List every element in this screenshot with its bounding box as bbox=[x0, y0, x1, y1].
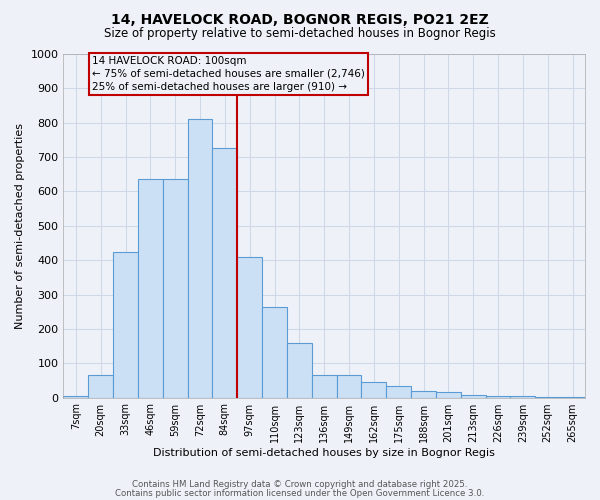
Bar bbox=[411, 390, 436, 398]
Bar bbox=[386, 386, 411, 398]
Bar bbox=[212, 148, 237, 398]
Bar bbox=[64, 396, 88, 398]
Text: 14, HAVELOCK ROAD, BOGNOR REGIS, PO21 2EZ: 14, HAVELOCK ROAD, BOGNOR REGIS, PO21 2E… bbox=[111, 12, 489, 26]
Bar bbox=[163, 180, 188, 398]
Bar bbox=[361, 382, 386, 398]
Bar bbox=[337, 376, 361, 398]
Y-axis label: Number of semi-detached properties: Number of semi-detached properties bbox=[15, 123, 25, 329]
Bar bbox=[312, 376, 337, 398]
Bar bbox=[485, 396, 511, 398]
Bar bbox=[262, 306, 287, 398]
Bar bbox=[461, 395, 485, 398]
Text: Contains public sector information licensed under the Open Government Licence 3.: Contains public sector information licen… bbox=[115, 488, 485, 498]
Bar bbox=[511, 396, 535, 398]
Text: 14 HAVELOCK ROAD: 100sqm
← 75% of semi-detached houses are smaller (2,746)
25% o: 14 HAVELOCK ROAD: 100sqm ← 75% of semi-d… bbox=[92, 56, 365, 92]
Bar bbox=[535, 397, 560, 398]
Bar bbox=[88, 376, 113, 398]
Text: Contains HM Land Registry data © Crown copyright and database right 2025.: Contains HM Land Registry data © Crown c… bbox=[132, 480, 468, 489]
Bar bbox=[287, 342, 312, 398]
Bar bbox=[113, 252, 138, 398]
Bar bbox=[560, 397, 585, 398]
Text: Size of property relative to semi-detached houses in Bognor Regis: Size of property relative to semi-detach… bbox=[104, 28, 496, 40]
Bar bbox=[436, 392, 461, 398]
Bar bbox=[188, 120, 212, 398]
Bar bbox=[237, 256, 262, 398]
Bar bbox=[138, 180, 163, 398]
X-axis label: Distribution of semi-detached houses by size in Bognor Regis: Distribution of semi-detached houses by … bbox=[153, 448, 495, 458]
